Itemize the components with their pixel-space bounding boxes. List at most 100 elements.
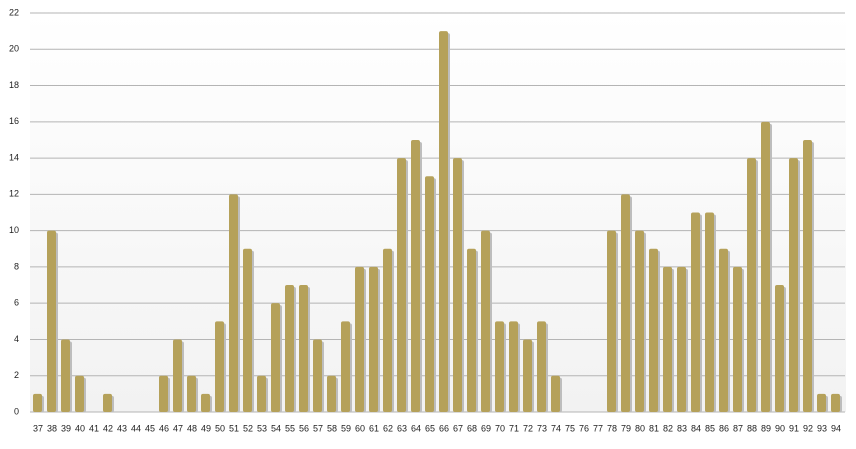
x-tick-label: 81 — [649, 423, 659, 433]
y-tick-label: 22 — [9, 7, 19, 17]
x-tick-label: 71 — [509, 423, 519, 433]
bar — [397, 158, 406, 412]
bar — [355, 266, 364, 412]
bar — [747, 158, 756, 412]
y-tick-label: 4 — [14, 334, 19, 344]
x-tick-label: 43 — [117, 423, 127, 433]
x-tick-label: 70 — [495, 423, 505, 433]
y-tick-label: 2 — [14, 370, 19, 380]
bar — [61, 339, 70, 412]
bar — [383, 248, 392, 412]
y-tick-label: 8 — [14, 261, 19, 271]
bar — [299, 285, 308, 412]
x-tick-label: 54 — [271, 423, 281, 433]
bar — [537, 321, 546, 412]
y-tick-label: 14 — [9, 152, 19, 162]
x-tick-label: 48 — [187, 423, 197, 433]
x-tick-label: 45 — [145, 423, 155, 433]
y-tick-label: 10 — [9, 225, 19, 235]
bar — [509, 321, 518, 412]
bar — [341, 321, 350, 412]
x-tick-label: 58 — [327, 423, 337, 433]
bar — [803, 139, 812, 413]
x-tick-label: 41 — [89, 423, 99, 433]
bar — [215, 321, 224, 412]
x-tick-label: 84 — [691, 423, 701, 433]
y-tick-label: 18 — [9, 80, 19, 90]
bar — [411, 139, 420, 413]
bar — [467, 248, 476, 412]
x-tick-label: 63 — [397, 423, 407, 433]
x-tick-label: 89 — [761, 423, 771, 433]
x-tick-label: 72 — [523, 423, 533, 433]
bar — [103, 393, 112, 412]
x-tick-label: 75 — [565, 423, 575, 433]
bar — [453, 158, 462, 412]
x-tick-label: 40 — [75, 423, 85, 433]
x-tick-label: 92 — [803, 423, 813, 433]
bar — [705, 212, 714, 412]
y-tick-label: 6 — [14, 298, 19, 308]
x-tick-label: 61 — [369, 423, 379, 433]
bar — [831, 393, 840, 412]
x-tick-label: 82 — [663, 423, 673, 433]
x-tick-label: 87 — [733, 423, 743, 433]
bar — [257, 375, 266, 412]
x-tick-label: 79 — [621, 423, 631, 433]
bar — [173, 339, 182, 412]
x-tick-label: 62 — [383, 423, 393, 433]
bar — [719, 248, 728, 412]
x-tick-label: 50 — [215, 423, 225, 433]
bar — [271, 303, 280, 412]
bar — [481, 230, 490, 412]
bar — [523, 339, 532, 412]
y-tick-label: 20 — [9, 44, 19, 54]
x-tick-label: 85 — [705, 423, 715, 433]
x-tick-label: 90 — [775, 423, 785, 433]
bar — [313, 339, 322, 412]
x-tick-label: 65 — [425, 423, 435, 433]
x-tick-label: 42 — [103, 423, 113, 433]
x-tick-label: 64 — [411, 423, 421, 433]
x-tick-label: 86 — [719, 423, 729, 433]
x-tick-label: 66 — [439, 423, 449, 433]
x-tick-label: 67 — [453, 423, 463, 433]
bar — [775, 285, 784, 412]
x-tick-label: 56 — [299, 423, 309, 433]
x-tick-label: 68 — [467, 423, 477, 433]
y-tick-label: 16 — [9, 116, 19, 126]
bar — [159, 375, 168, 412]
x-tick-label: 76 — [579, 423, 589, 433]
x-tick-label: 52 — [243, 423, 253, 433]
x-tick-label: 39 — [61, 423, 71, 433]
x-tick-label: 38 — [47, 423, 57, 433]
bar — [425, 176, 434, 412]
bar — [75, 375, 84, 412]
x-tick-label: 83 — [677, 423, 687, 433]
x-tick-label: 44 — [131, 423, 141, 433]
bar — [621, 194, 630, 412]
bar — [243, 248, 252, 412]
x-tick-label: 94 — [831, 423, 841, 433]
x-tick-label: 59 — [341, 423, 351, 433]
bar — [495, 321, 504, 412]
x-tick-label: 69 — [481, 423, 491, 433]
x-tick-label: 73 — [537, 423, 547, 433]
x-tick-label: 80 — [635, 423, 645, 433]
bar — [789, 158, 798, 412]
bar — [285, 285, 294, 412]
bar — [327, 375, 336, 412]
bar — [663, 266, 672, 412]
x-tick-label: 78 — [607, 423, 617, 433]
x-tick-label: 49 — [201, 423, 211, 433]
bar — [33, 393, 42, 412]
bar — [187, 375, 196, 412]
y-tick-label: 0 — [14, 406, 19, 416]
bar — [229, 194, 238, 412]
bar — [551, 375, 560, 412]
bar — [439, 31, 448, 413]
x-tick-label: 91 — [789, 423, 799, 433]
bar — [201, 393, 210, 412]
x-tick-label: 93 — [817, 423, 827, 433]
